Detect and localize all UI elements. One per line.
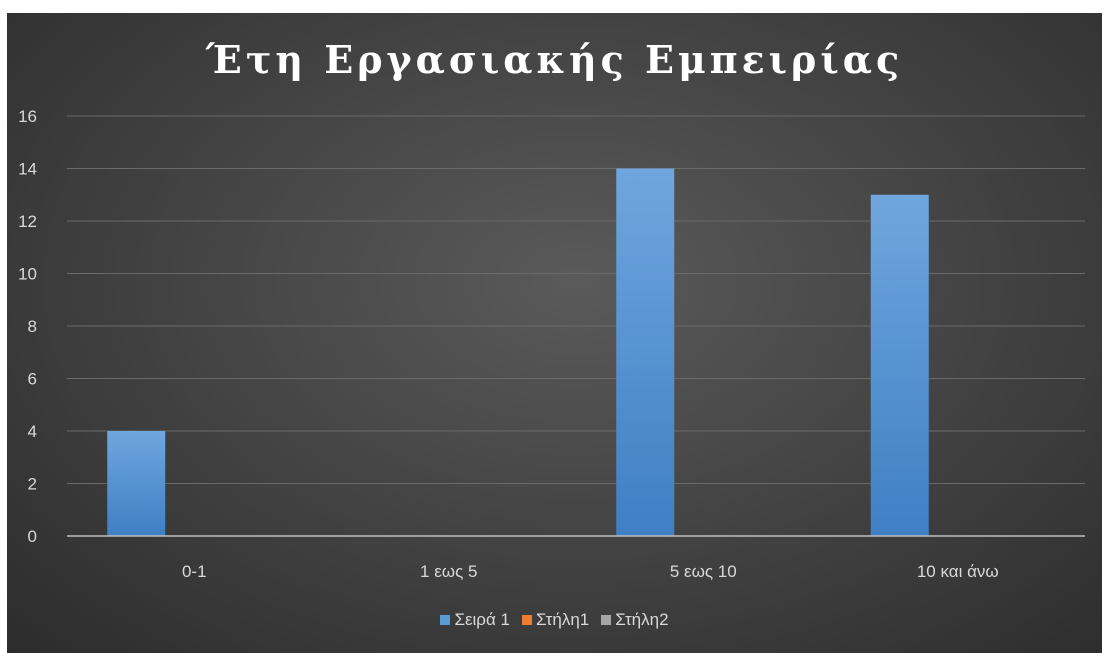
x-tick-label: 5 εως 10 xyxy=(670,562,737,581)
chart-area: Έτη Εργασιακής Εμπειρίας 0 2 4 6 8 10 12 14 16 0-… xyxy=(7,13,1102,653)
chart-title: Έτη Εργασιακής Εμπειρίας xyxy=(205,37,904,82)
bar-0-2 xyxy=(616,168,675,536)
x-tick-label: 10 και άνω xyxy=(917,562,999,581)
legend-label: Σειρά 1 xyxy=(454,610,510,629)
y-tick-label: 10 xyxy=(18,265,37,284)
y-tick-label: 16 xyxy=(18,107,37,126)
y-tick-label: 2 xyxy=(28,475,37,494)
y-tick-label: 0 xyxy=(28,527,37,546)
y-tick-label: 4 xyxy=(28,422,37,441)
legend-swatch xyxy=(601,615,612,625)
plot-area: 0 2 4 6 8 10 12 14 16 0-1 1 εως 5 5 εως 10 10 και άν… xyxy=(18,107,1085,581)
legend-label: Στήλη2 xyxy=(615,610,669,629)
legend-item: Στήλη1 xyxy=(521,610,590,630)
legend-label: Στήλη1 xyxy=(535,610,590,629)
legend: Σειρά 1 Στήλη1 Στήλη2 xyxy=(7,610,1102,630)
y-tick-label: 8 xyxy=(28,317,37,336)
legend-item: Σειρά 1 xyxy=(440,610,510,630)
bar-0-3 xyxy=(870,194,929,536)
x-tick-label: 1 εως 5 xyxy=(420,562,477,581)
legend-swatch xyxy=(521,615,532,625)
x-tick-label: 0-1 xyxy=(182,562,207,581)
y-tick-label: 14 xyxy=(18,160,37,179)
bar-0-0 xyxy=(107,431,166,536)
y-tick-label: 12 xyxy=(18,212,37,231)
legend-swatch xyxy=(440,615,451,625)
legend-item: Στήλη2 xyxy=(601,610,669,630)
y-tick-label: 6 xyxy=(28,370,37,389)
